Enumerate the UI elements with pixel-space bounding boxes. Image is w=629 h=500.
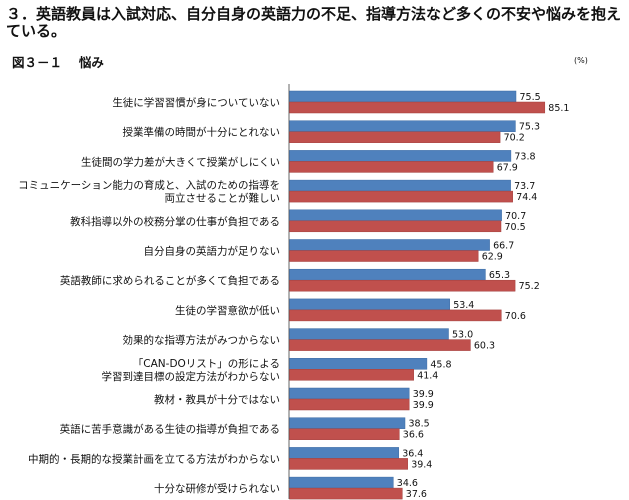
bar-series-a <box>289 179 511 192</box>
category-label: 生徒に学習習慣が身についていない <box>112 96 280 109</box>
bar-series-a <box>289 387 410 400</box>
data-label: 74.4 <box>516 192 537 203</box>
bar-series-a <box>289 358 428 370</box>
category-label: 授業準備の時間が十分にとれない <box>123 126 281 139</box>
page-heading: ３．英語教員は入試対応、自分自身の英語力の不足、指導方法など多くの不安や悩みを抱… <box>6 5 622 40</box>
data-label: 70.6 <box>505 311 526 322</box>
data-label: 39.9 <box>413 389 434 400</box>
data-label: 41.4 <box>417 370 438 381</box>
data-label: 70.2 <box>504 133 525 144</box>
category-label: 中期的・長期的な授業計画を立てる方法がわからない <box>28 452 280 465</box>
data-label: 37.6 <box>406 489 427 500</box>
category-label: 「CAN-DOリスト」の形による <box>133 358 280 370</box>
data-label: 36.4 <box>402 448 423 459</box>
data-label: 36.6 <box>403 430 424 441</box>
data-label: 65.3 <box>489 270 510 281</box>
data-label: 67.9 <box>497 162 518 173</box>
category-label: 効果的な指導方法がみつからない <box>123 334 281 347</box>
category-label: 教科指導以外の校務分掌の仕事が負担である <box>70 215 280 228</box>
bar-series-a <box>289 90 517 103</box>
category-label: 生徒間の学力差が大きくて授業がしにくい <box>81 155 280 168</box>
category-label: コミュニケーション能力の育成と、入試のための指導を <box>18 179 280 192</box>
category-label: 自分自身の英語力が足りない <box>144 245 281 258</box>
bar-series-b <box>289 487 403 500</box>
data-label: 85.1 <box>548 103 569 114</box>
bar-series-b <box>289 428 400 440</box>
category-label: 英語に苦手意識がある生徒の指導が負担である <box>60 423 280 436</box>
data-label: 75.2 <box>519 281 540 292</box>
bar-series-a <box>289 417 406 429</box>
data-label: 53.4 <box>453 300 474 311</box>
bar-series-a <box>289 447 399 459</box>
data-label: 73.7 <box>514 181 535 192</box>
bar-series-a <box>289 476 394 489</box>
bar-series-b <box>289 369 414 381</box>
bar-series-b <box>289 190 513 203</box>
bar-series-a <box>289 268 486 281</box>
data-label: 66.7 <box>493 241 514 252</box>
data-label: 70.5 <box>505 222 526 233</box>
unit-label: (%) <box>574 56 588 65</box>
bar-series-a <box>289 328 449 340</box>
bar-series-a <box>289 209 502 222</box>
bar-series-a <box>289 239 490 251</box>
bar-series-b <box>289 458 408 470</box>
bar-series-a <box>289 120 516 132</box>
category-label: 学習到達目標の設定方法がわからない <box>102 370 281 383</box>
category-label: 生徒の学習意欲が低い <box>175 304 280 317</box>
data-label: 60.3 <box>474 341 495 352</box>
data-label: 62.9 <box>482 252 503 263</box>
bar-series-b <box>289 220 502 233</box>
bar-series-b <box>289 250 479 262</box>
data-label: 45.8 <box>430 359 451 370</box>
bar-series-a <box>289 150 512 162</box>
bar-series-b <box>289 279 516 292</box>
bar-series-b <box>289 339 471 351</box>
category-label: 教材・教具が十分ではない <box>154 393 280 406</box>
bar-series-b <box>289 131 501 143</box>
bar-series-b <box>289 101 546 114</box>
category-label: 両立させることが難しい <box>165 192 281 205</box>
category-label: 英語教師に求められることが多くて負担である <box>60 274 280 287</box>
figure-title: 図３－１ 悩み <box>12 55 104 70</box>
bar-series-b <box>289 161 494 173</box>
bar-series-b <box>289 309 502 322</box>
bar-series-a <box>289 298 450 311</box>
data-label: 75.5 <box>520 92 541 103</box>
bar-series-b <box>289 398 410 411</box>
data-label: 34.6 <box>397 478 418 489</box>
data-label: 53.0 <box>452 330 473 341</box>
data-label: 70.7 <box>505 211 526 222</box>
data-label: 39.4 <box>411 459 432 470</box>
category-label: 十分な研修が受けられない <box>154 482 280 495</box>
data-label: 39.9 <box>413 400 434 411</box>
data-label: 73.8 <box>514 151 535 162</box>
data-label: 38.5 <box>409 419 430 430</box>
data-label: 75.3 <box>519 122 540 133</box>
